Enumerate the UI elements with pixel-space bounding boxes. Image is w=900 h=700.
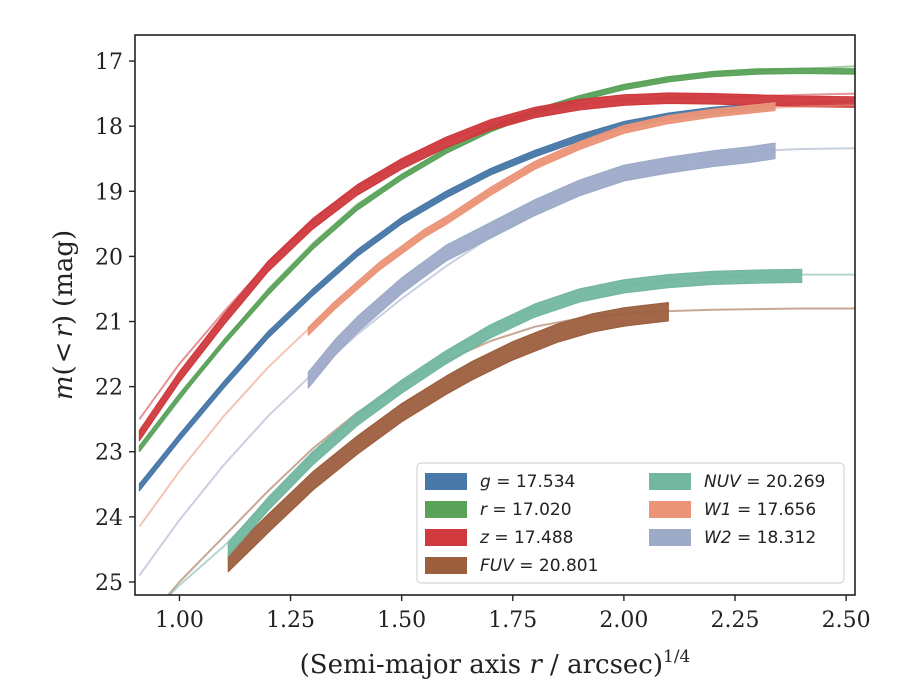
legend-swatch-W1 [649, 501, 691, 518]
x-tick-label: 2.50 [822, 608, 871, 633]
series-layer [138, 65, 855, 595]
series-NUV-data-band [227, 268, 803, 557]
legend-label-W2: W2 = 18.312 [704, 528, 816, 548]
y-tick-label: 18 [95, 115, 123, 140]
x-tick-label: 1.75 [488, 608, 537, 633]
x-axis-title: (Semi-major axis r / arcsec)1/4 [300, 647, 691, 680]
legend-swatch-W2 [649, 529, 691, 546]
y-tick-label: 21 [95, 311, 123, 336]
legend-swatch-g [425, 473, 467, 490]
y-tick-label: 25 [95, 571, 123, 596]
series-r-data-band [138, 67, 855, 452]
x-tick-label: 2.25 [711, 608, 760, 633]
series-FUV-data-band [227, 302, 669, 573]
legend-label-r: r = 17.020 [480, 500, 572, 520]
legend-label-z: z = 17.488 [479, 528, 573, 548]
x-tick-label: 1.00 [155, 608, 204, 633]
legend: g = 17.534 r = 17.020 z = 17.488 FUV = 20.8… [416, 462, 845, 584]
y-axis-title: m(<r)(mag) [49, 230, 79, 400]
legend-box [416, 462, 845, 584]
ticks-layer: 1.00 1.25 1.50 1.75 2.00 2.25 2.50 17 18 19 20 21 22… [95, 50, 871, 633]
x-tick-label: 1.50 [377, 608, 426, 633]
x-tick-label: 2.00 [599, 608, 648, 633]
series-W1-data-band [307, 102, 776, 336]
plot-frame [134, 34, 856, 596]
y-tick-label: 23 [95, 441, 123, 466]
legend-label-W1: W1 = 17.656 [704, 500, 816, 520]
legend-swatch-FUV [425, 557, 467, 574]
legend-swatch-z [425, 529, 467, 546]
legend-label-FUV: FUV = 20.801 [480, 556, 598, 576]
legend-label-g: g = 17.534 [480, 472, 575, 492]
y-tick-label: 24 [95, 506, 123, 531]
series-FUV-fit-line [166, 307, 855, 595]
y-tick-label: 20 [95, 245, 123, 270]
legend-swatch-NUV [649, 473, 691, 490]
y-tick-label: 19 [95, 180, 123, 205]
x-tick-label: 1.25 [266, 608, 315, 633]
legend-swatch-r [425, 501, 467, 518]
series-z-data-band [138, 92, 855, 442]
y-tick-label: 22 [95, 376, 123, 401]
series-W2-data-band [307, 142, 776, 389]
y-tick-label: 17 [95, 50, 123, 75]
legend-label-NUV: NUV = 20.269 [704, 472, 825, 492]
